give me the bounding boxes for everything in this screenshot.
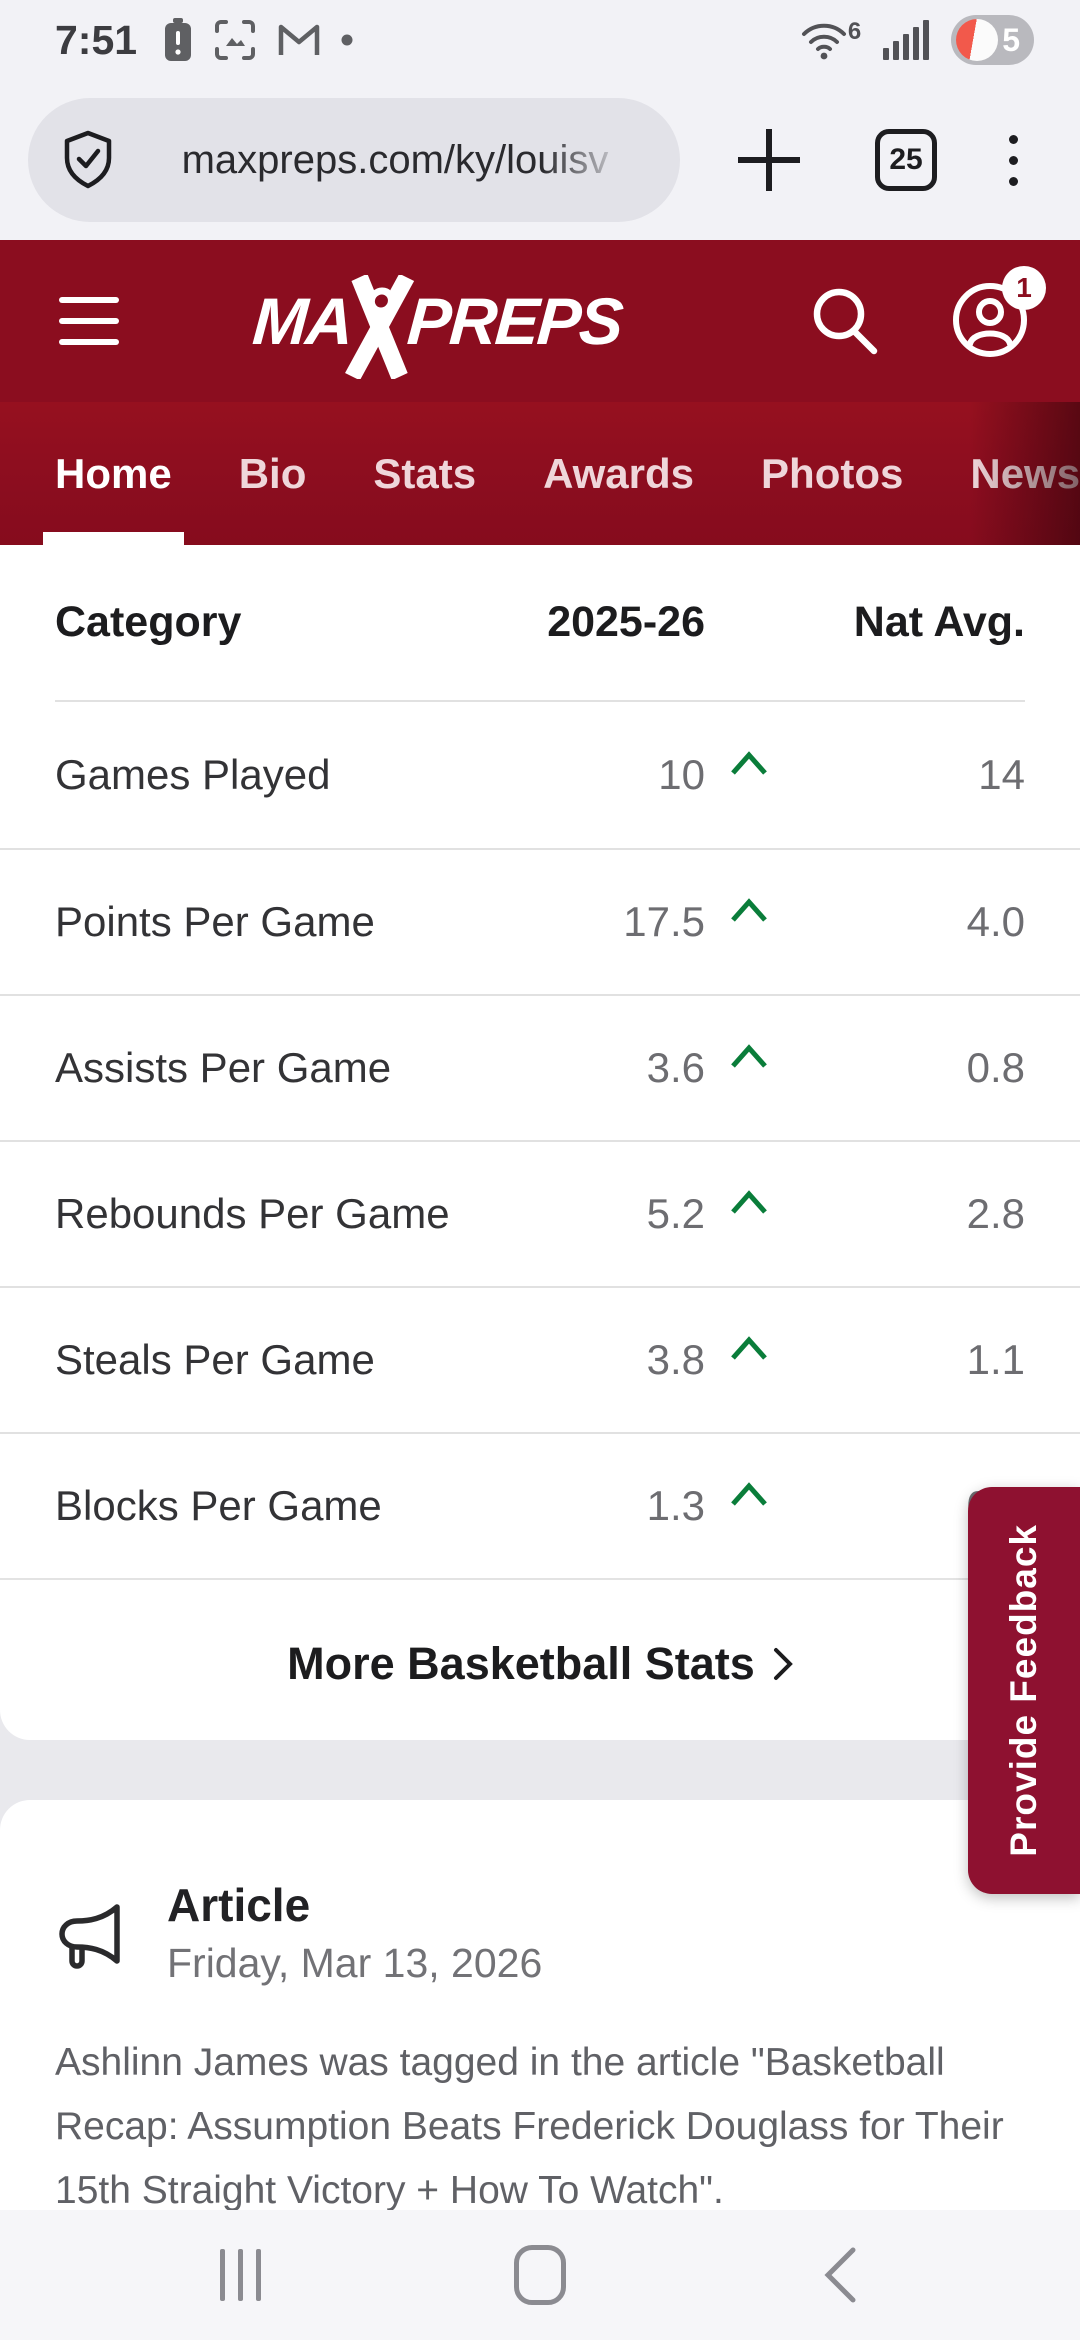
search-icon	[813, 288, 878, 354]
column-header-nat-avg: Nat Avg.	[853, 598, 1025, 646]
trend-up-icon	[705, 1481, 780, 1508]
site-security-shield-icon[interactable]	[62, 130, 114, 190]
new-tab-button[interactable]	[738, 129, 800, 191]
megaphone-icon	[59, 1903, 120, 1969]
trend-up-icon	[705, 897, 780, 924]
chevron-right-icon	[773, 1647, 793, 1680]
profile-icon	[953, 282, 1027, 357]
menu-button[interactable]	[55, 293, 123, 349]
article-type-label: Article	[167, 1879, 311, 1931]
column-header-season: 2025-26	[547, 598, 705, 646]
trend-up-icon	[705, 1189, 780, 1216]
tab-news[interactable]: News	[970, 402, 1080, 545]
tab-awards[interactable]: Awards	[543, 402, 694, 545]
table-row: Assists Per Game 3.6 0.8	[0, 994, 1080, 1140]
profile-button[interactable]: 1	[948, 265, 1046, 365]
browser-toolbar: maxpreps.com/ky/louisv 25	[0, 80, 1080, 240]
stats-table-header: Category 2025-26 Nat Avg.	[0, 545, 1080, 700]
logo-x-figure-icon	[344, 275, 414, 379]
url-text: maxpreps.com/ky/louisv	[181, 137, 609, 182]
maxpreps-logo[interactable]: MA PREPS	[249, 269, 625, 379]
provide-feedback-button[interactable]: Provide Feedback	[968, 1487, 1080, 1894]
section-tabs: Home Bio Stats Awards Photos News	[0, 402, 1080, 545]
battery-saver-icon	[956, 19, 999, 61]
screenshot-icon	[215, 20, 256, 60]
url-fade-overlay	[542, 108, 652, 212]
table-row: Games Played 10 14	[55, 750, 1025, 798]
gmail-icon	[278, 24, 320, 55]
android-navigation-bar	[0, 2210, 1080, 2340]
tab-home[interactable]: Home	[43, 402, 184, 545]
address-bar[interactable]: maxpreps.com/ky/louisv	[28, 98, 680, 222]
trend-up-icon	[705, 1043, 780, 1070]
back-button[interactable]	[780, 2225, 900, 2325]
table-row: Points Per Game 17.5 4.0	[0, 848, 1080, 994]
more-basketball-stats-link[interactable]: More Basketball Stats	[0, 1580, 1080, 1747]
home-button[interactable]	[480, 2225, 600, 2325]
notification-dot-icon	[341, 34, 353, 46]
article-header-texts: Article Friday, Mar 13, 2026	[167, 1878, 542, 1987]
home-icon	[514, 2245, 566, 2305]
browser-menu-button[interactable]	[1003, 129, 1024, 192]
clock: 7:51	[55, 16, 138, 63]
search-button[interactable]	[806, 281, 884, 362]
tab-stats[interactable]: Stats	[373, 402, 476, 545]
divider	[55, 700, 1025, 702]
tab-switcher-button[interactable]: 25	[875, 129, 937, 191]
trend-up-icon	[705, 750, 780, 777]
table-row: Blocks Per Game 1.3 0.4	[0, 1432, 1080, 1578]
recent-apps-button[interactable]	[180, 2225, 300, 2325]
tab-photos[interactable]: Photos	[761, 402, 903, 545]
notification-count-badge: 1	[1002, 265, 1046, 310]
wifi-icon: 6	[800, 18, 861, 60]
table-row: Rebounds Per Game 5.2 2.8	[0, 1140, 1080, 1286]
system-status-icons: 6 5	[800, 15, 1034, 65]
tab-bio[interactable]: Bio	[239, 402, 307, 545]
status-bar: 7:51	[0, 0, 1080, 80]
table-row: Steals Per Game 3.8 1.1	[0, 1286, 1080, 1432]
article-header: Article Friday, Mar 13, 2026	[55, 1878, 1025, 1987]
article-card[interactable]: Article Friday, Mar 13, 2026 Ashlinn Jam…	[0, 1800, 1080, 2212]
stats-card: Category 2025-26 Nat Avg. Games Played 1…	[0, 545, 1080, 1740]
back-chevron-icon	[824, 2247, 856, 2303]
column-header-category: Category	[55, 598, 242, 646]
battery-alert-icon	[165, 18, 192, 61]
article-body-text: Ashlinn James was tagged in the article …	[55, 2041, 1004, 2212]
article-date: Friday, Mar 13, 2026	[167, 1940, 543, 1986]
battery-status-pill: 5	[951, 15, 1034, 65]
signal-strength-icon	[883, 20, 930, 60]
site-header: MA PREPS 1	[0, 240, 1080, 402]
divider	[0, 1578, 1080, 1580]
trend-up-icon	[705, 1335, 780, 1362]
notification-icons	[163, 18, 353, 62]
recent-apps-icon	[219, 2249, 261, 2301]
